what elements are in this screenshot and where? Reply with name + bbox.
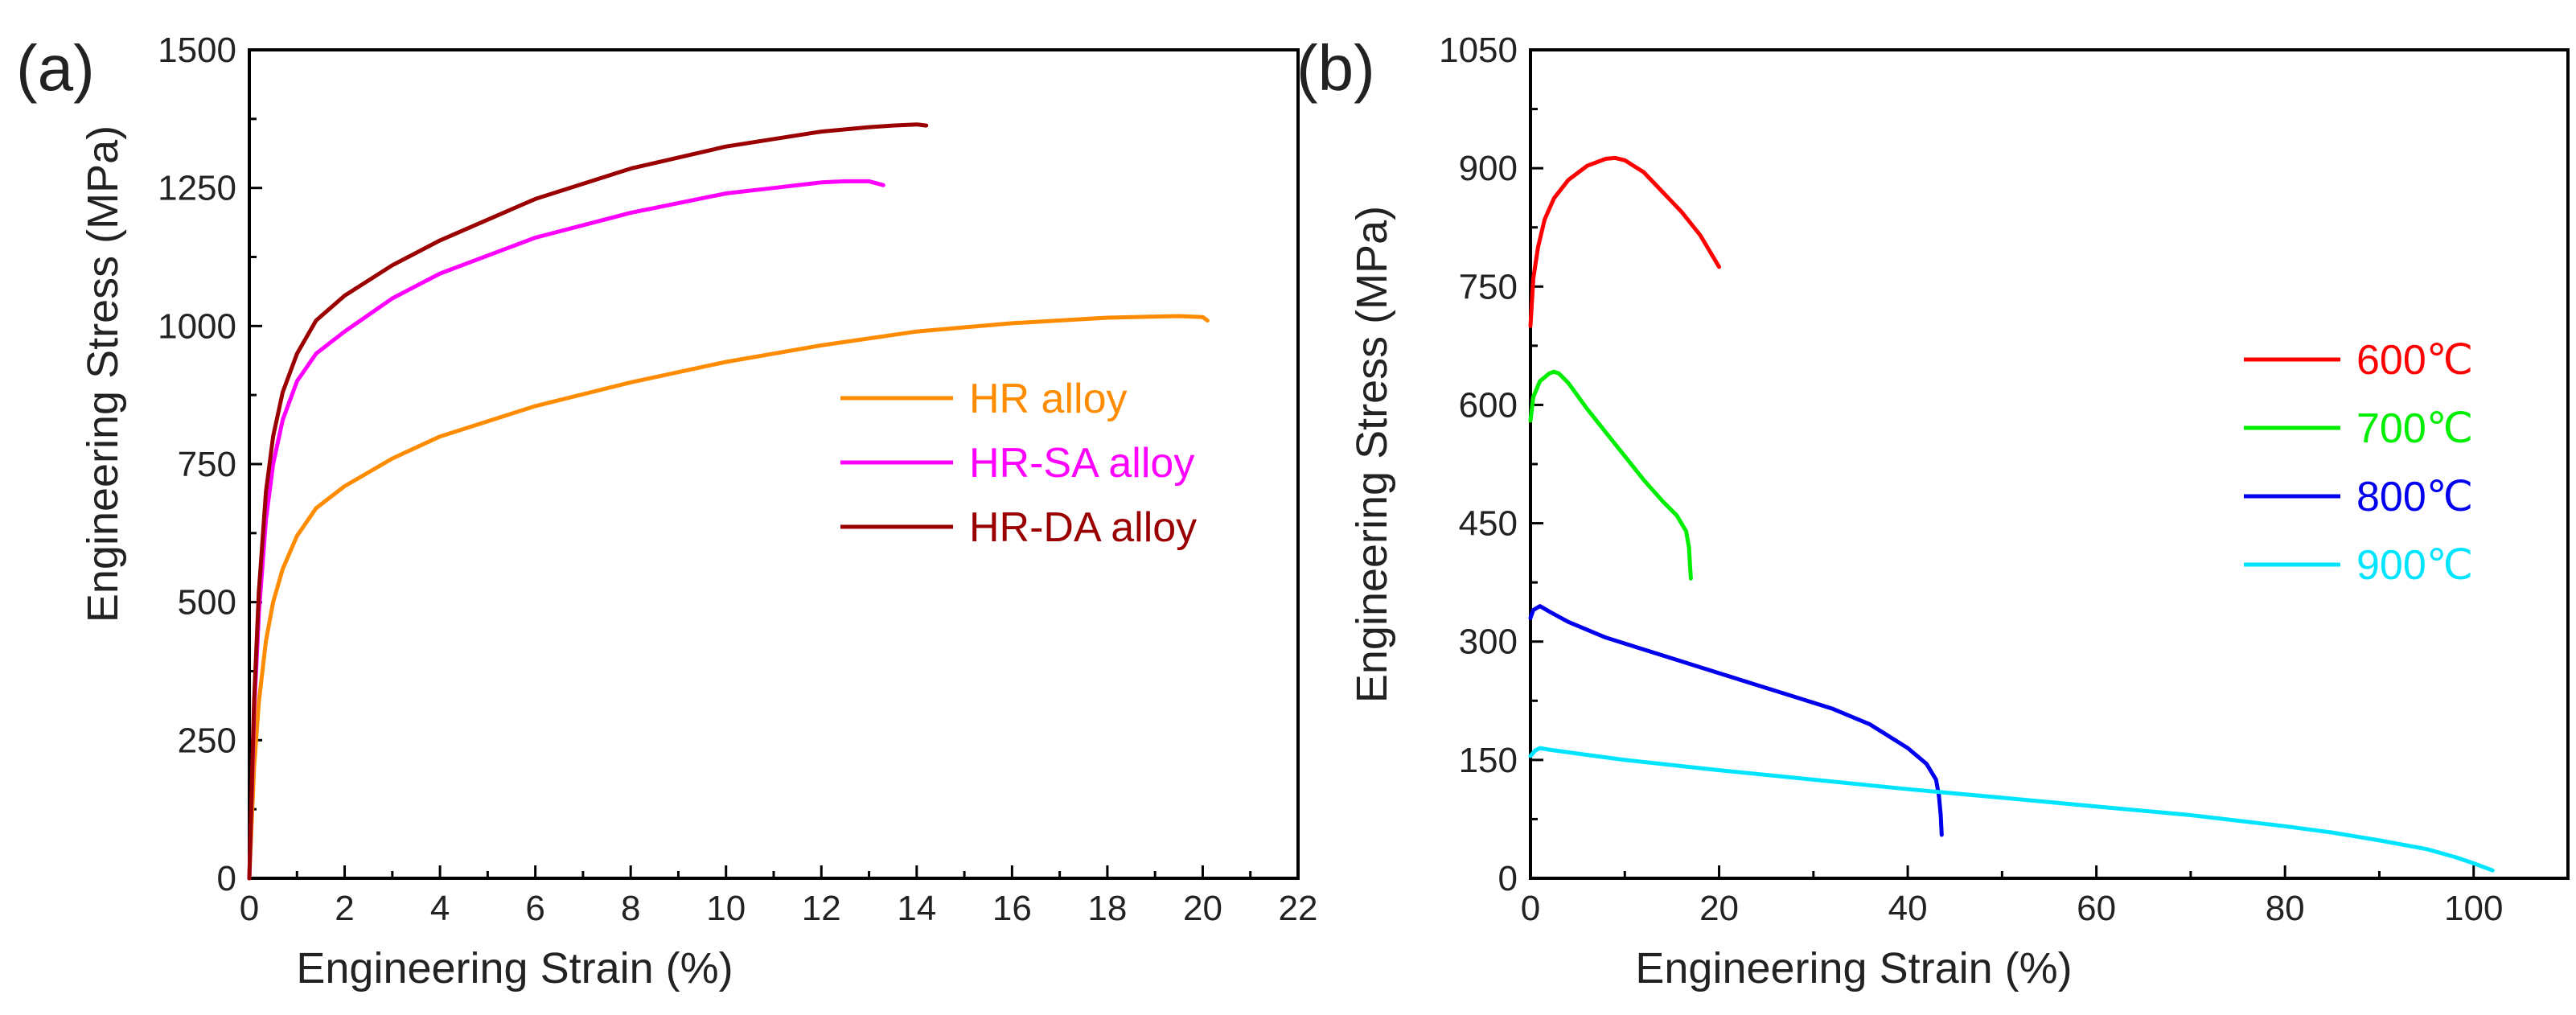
panel-b-legend-label: 800℃ — [2356, 474, 2473, 520]
panel-b-y-tick-label: 600 — [1459, 385, 1518, 425]
panel-b-series-line-0 — [1528, 155, 1721, 328]
panel-b-series-line-3 — [1528, 746, 2495, 873]
panel-a-y-tick-label: 1250 — [158, 169, 236, 208]
panel-a-x-tick-label: 12 — [802, 889, 841, 928]
panel-b-x-tick-label: 80 — [2266, 889, 2305, 928]
panel-a-legend-label: HR-SA alloy — [969, 440, 1194, 487]
panel-b-x-axis-title: Engineering Strain (%) — [1635, 944, 2072, 992]
panel-b-series-line-2 — [1528, 604, 1944, 837]
panel-a-axes: 0 2 4 6 8 10 12 14 16 18 20 22 0 250 500 750 1000 1250 150… — [158, 31, 1317, 928]
panel-a-x-tick-label: 10 — [706, 889, 746, 928]
panel-b-y-tick-label: 750 — [1459, 267, 1518, 306]
panel-a-x-tick-label: 8 — [621, 889, 640, 928]
panel-a: (a) Engineering Strain (%) Engineering S… — [16, 31, 1317, 992]
panel-b-series-group — [1528, 155, 2495, 873]
panel-a-y-tick-label: 0 — [217, 859, 236, 898]
panel-a-series-line-2 — [247, 122, 929, 881]
panel-b-x-tick-label: 100 — [2444, 889, 2503, 928]
panel-a-series-line-1 — [247, 179, 885, 881]
panel-a-x-tick-label: 14 — [897, 889, 936, 928]
panel-b-plot-frame — [1529, 48, 2570, 880]
panel-a-y-tick-label: 250 — [178, 721, 236, 760]
panel-b-y-tick-label: 1050 — [1439, 31, 1518, 70]
panel-b-axes: 0 20 40 60 80 100 0 150 300 450 600 750 900 1050 — [1439, 31, 2570, 928]
panel-b-legend-label: 900℃ — [2356, 542, 2473, 589]
panel-a-x-tick-label: 2 — [335, 889, 354, 928]
panel-b-y-axis-title: Engineering Stress (MPa) — [1348, 206, 1396, 703]
panel-a-x-tick-label: 16 — [992, 889, 1032, 928]
panel-a-y-tick-label: 1000 — [158, 306, 236, 346]
panel-a-x-axis-title: Engineering Strain (%) — [296, 944, 733, 992]
panel-a-legend: HR alloy HR-SA alloy HR-DA alloy — [840, 376, 1197, 551]
panel-a-x-tick-label: 0 — [240, 889, 259, 928]
panel-a-x-tick-label: 6 — [525, 889, 544, 928]
panel-b-series-line-1 — [1528, 369, 1693, 581]
panel-b-x-tick-label: 60 — [2077, 889, 2116, 928]
panel-b-y-tick-label: 450 — [1459, 504, 1518, 544]
panel-b-y-tick-label: 900 — [1459, 149, 1518, 188]
panel-a-y-axis-title: Engineering Stress (MPa) — [79, 125, 127, 623]
panel-b-x-tick-label: 40 — [1888, 889, 1928, 928]
panel-a-x-tick-label: 4 — [430, 889, 450, 928]
panel-b-x-tick-label: 0 — [1521, 889, 1540, 928]
panel-a-y-tick-label: 750 — [178, 445, 236, 484]
panel-a-x-tick-label: 22 — [1279, 889, 1318, 928]
panel-a-legend-label: HR-DA alloy — [969, 504, 1197, 551]
panel-a-series-line-0 — [247, 314, 1210, 881]
panel-b-y-tick-label: 0 — [1498, 859, 1518, 898]
panel-a-y-tick-label: 500 — [178, 583, 236, 623]
panel-b-legend-label: 600℃ — [2356, 337, 2473, 384]
panel-b-y-tick-label: 150 — [1459, 741, 1518, 780]
panel-a-label: (a) — [16, 32, 95, 104]
panel-a-x-tick-label: 18 — [1087, 889, 1127, 928]
panel-b-legend-label: 700℃ — [2356, 405, 2473, 452]
panel-b: (b) Engineering Strain (%) Engineering S… — [1296, 31, 2570, 992]
panel-a-series-group — [247, 122, 1210, 881]
panel-a-x-tick-label: 20 — [1183, 889, 1222, 928]
panel-b-legend: 600℃ 700℃ 800℃ 900℃ — [2244, 337, 2473, 589]
panel-b-y-tick-label: 300 — [1459, 623, 1518, 662]
panel-b-label: (b) — [1296, 32, 1375, 104]
panel-a-y-tick-label: 1500 — [158, 31, 236, 70]
panel-b-x-tick-label: 20 — [1699, 889, 1739, 928]
panel-a-legend-label: HR alloy — [969, 376, 1128, 422]
